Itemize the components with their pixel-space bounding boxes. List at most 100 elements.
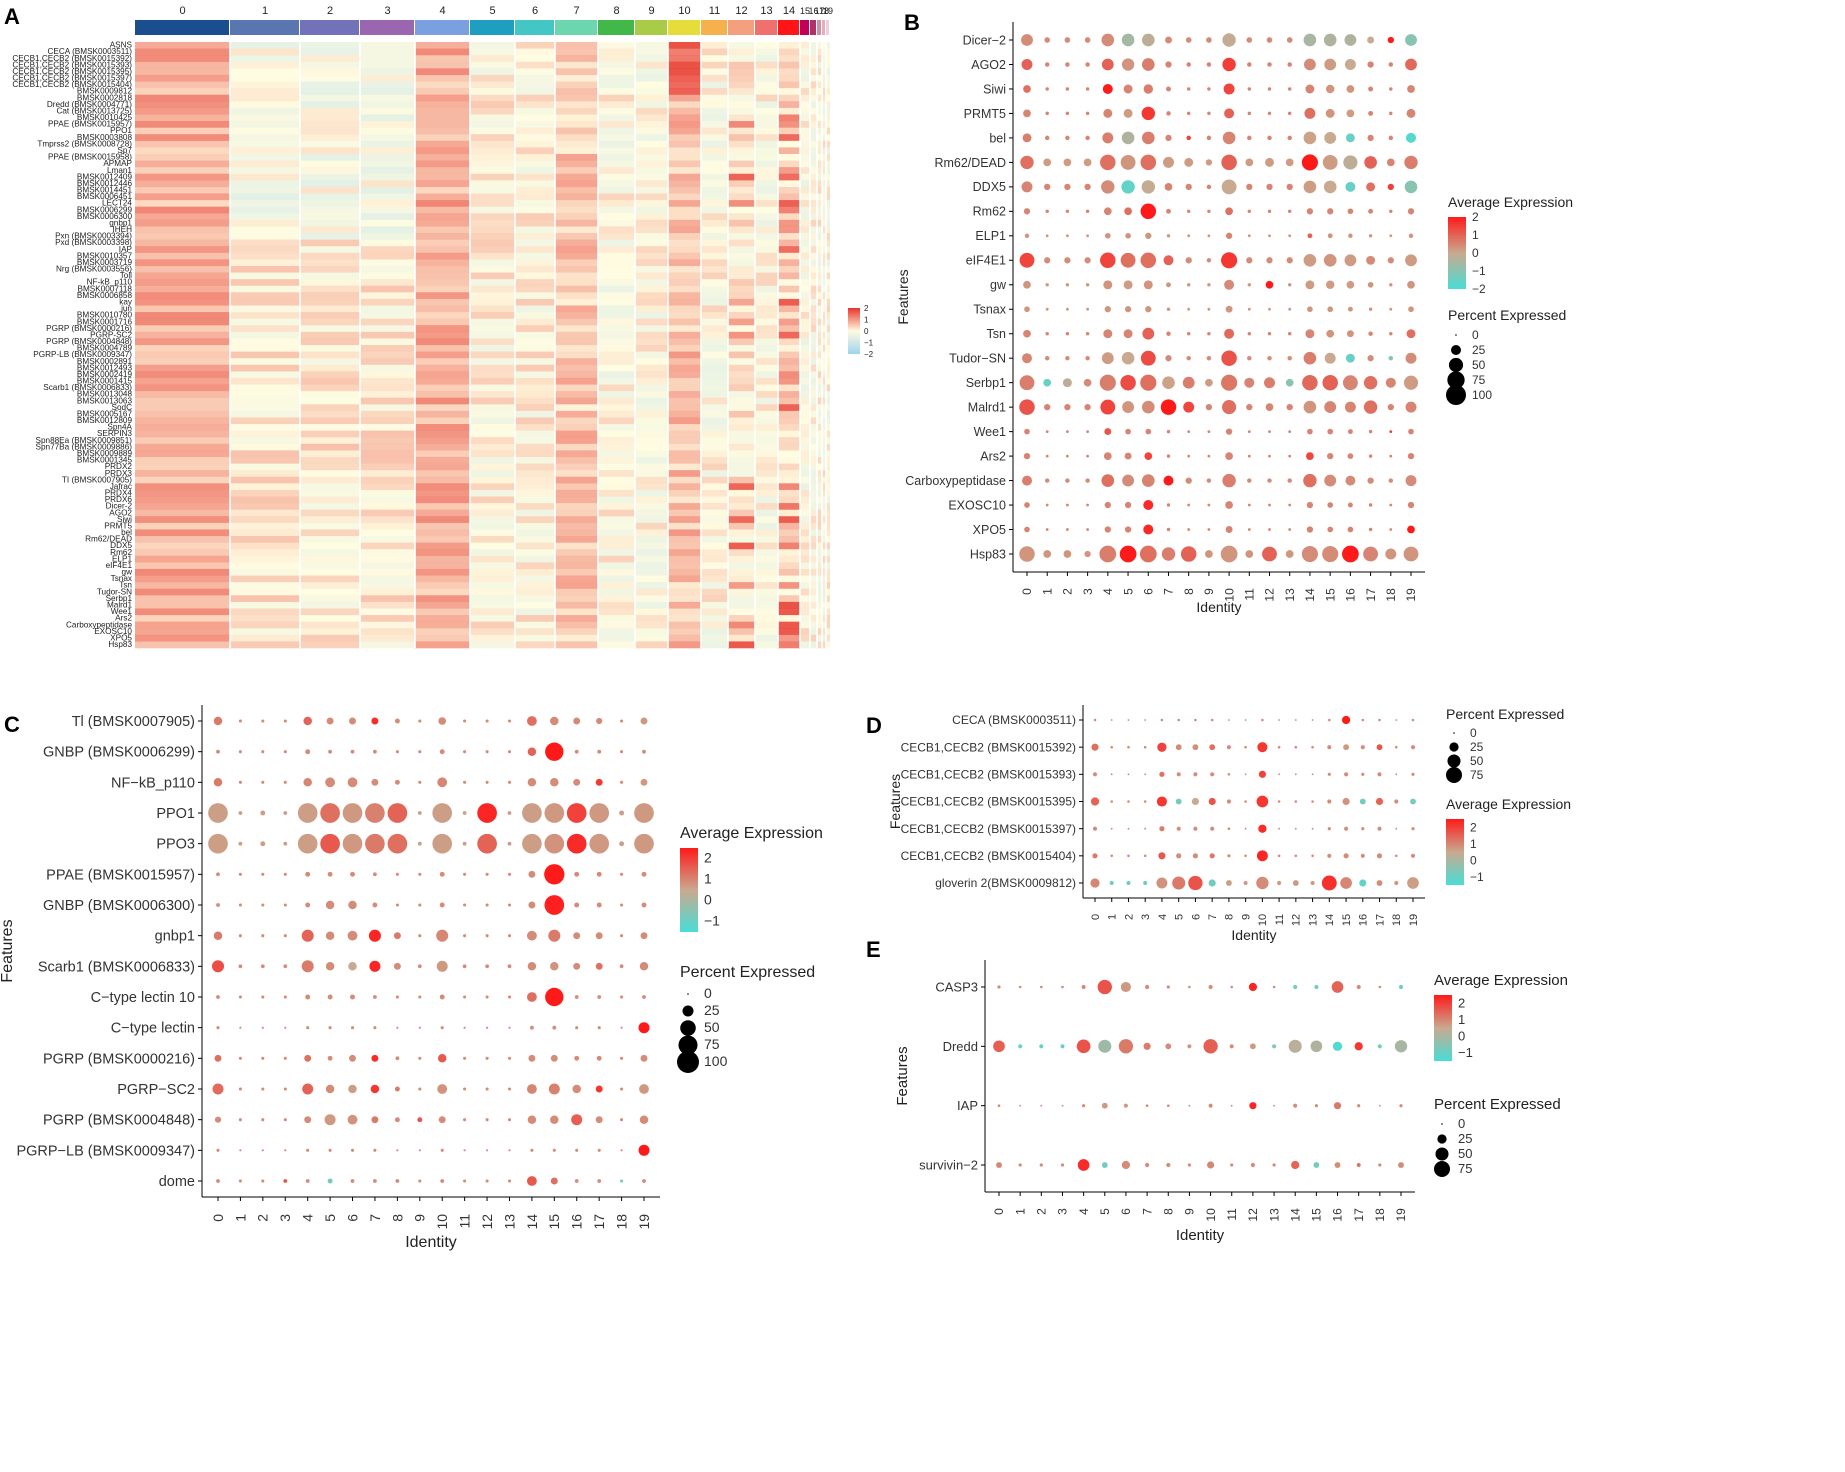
heatmap-cell	[800, 496, 810, 504]
dot-1-13	[1287, 62, 1292, 67]
heatmap-cell	[415, 101, 470, 109]
heatmap-cell	[810, 417, 817, 425]
heatmap-cell	[701, 127, 728, 135]
heatmap-cell	[701, 555, 728, 563]
heatmap-cell	[360, 509, 415, 517]
heatmap-cell	[810, 456, 817, 464]
heatmap-row-label: BMSK0006299	[77, 205, 133, 214]
dot-7-2	[261, 934, 265, 938]
heatmap-cell	[668, 628, 701, 636]
dot-3-10	[432, 803, 453, 823]
heatmap-cell	[415, 516, 470, 524]
heatmap-cell	[300, 476, 360, 484]
heatmap-cell	[470, 134, 515, 142]
size-legend-label: 50	[704, 1019, 720, 1035]
heatmap-cell	[817, 509, 822, 517]
color-legend-tick: 1	[1458, 1012, 1465, 1027]
heatmap-cell	[822, 318, 826, 326]
dot-19-8	[1187, 503, 1191, 507]
dot-21-10	[1220, 545, 1238, 563]
dot-4-17	[1377, 826, 1382, 831]
dot-10-10	[440, 1026, 444, 1030]
heatmap-cell	[800, 542, 810, 550]
heatmap-cell	[230, 114, 300, 122]
dot-21-6	[1139, 545, 1157, 563]
heatmap-cell	[822, 483, 826, 491]
heatmap-cell	[755, 364, 778, 372]
heatmap-cell	[415, 351, 470, 359]
heatmap-cell	[470, 298, 515, 306]
dot-2-5	[1176, 772, 1181, 777]
dot-0-3	[283, 719, 287, 723]
size-legend-label: 25	[1472, 343, 1486, 357]
heatmap-cell	[817, 318, 822, 326]
heatmap-cell	[728, 180, 755, 188]
heatmap-cell	[555, 305, 598, 313]
dot-14-12	[486, 1149, 489, 1152]
dot-2-19	[640, 778, 648, 786]
dot-10-7	[1166, 282, 1171, 288]
heatmap-cell	[230, 476, 300, 484]
size-legend-dot	[1435, 1147, 1449, 1161]
dot-9-15	[1323, 253, 1337, 267]
heatmap-cell	[635, 252, 668, 260]
dot-9-3	[1084, 257, 1091, 264]
heatmap-cell	[135, 542, 230, 550]
heatmap-cell	[668, 121, 701, 128]
dot-1-6	[1141, 58, 1155, 71]
dot-3-2	[1039, 1163, 1043, 1167]
heatmap-cell	[360, 312, 415, 319]
heatmap-cell	[822, 621, 826, 629]
heatmap-cell	[135, 74, 230, 82]
dot-3-10	[1207, 1161, 1215, 1169]
heatmap-cell	[555, 542, 598, 550]
dot-12-6	[348, 1084, 357, 1094]
dot-3-5	[1123, 108, 1133, 118]
heatmap-cell	[360, 476, 415, 484]
heatmap-cell	[635, 582, 668, 590]
heatmap-cell	[135, 555, 230, 563]
heatmap-cell	[300, 160, 360, 168]
dot-1-14	[1288, 1039, 1302, 1053]
heatmap-cell	[826, 219, 830, 227]
heatmap-cell	[515, 608, 555, 616]
color-legend-title: Average Expression	[1446, 796, 1571, 812]
dot-17-9	[1207, 454, 1211, 458]
heatmap-cell	[822, 233, 826, 240]
heatmap-cell	[360, 186, 415, 194]
heatmap-cell	[755, 42, 778, 49]
size-legend-label: 75	[704, 1036, 720, 1052]
heatmap-cell	[826, 180, 830, 188]
heatmap-cell	[810, 391, 817, 398]
heatmap-cell	[555, 193, 598, 201]
heatmap-cell	[598, 456, 635, 464]
dot-12-2	[261, 1087, 265, 1091]
heatmap-cell	[728, 483, 755, 491]
heatmap-cell	[728, 391, 755, 398]
dot-5-16	[1343, 155, 1358, 170]
heatmap-cell	[300, 628, 360, 636]
heatmap-row-label: gw	[122, 568, 133, 577]
heatmap-cell	[470, 61, 515, 69]
heatmap-cell	[701, 48, 728, 56]
dot-5-9	[1244, 854, 1247, 858]
heatmap-cell	[555, 219, 598, 227]
dot-18-4	[1101, 474, 1115, 487]
dot-8-0	[211, 960, 225, 973]
heatmap-cell	[598, 371, 635, 379]
dot-4-9	[1244, 827, 1247, 830]
cluster-divider	[359, 42, 361, 648]
heatmap-cell	[817, 450, 822, 458]
dot-8-10	[436, 960, 448, 972]
heatmap-cell	[755, 397, 778, 405]
heatmap-cell	[360, 615, 415, 622]
heatmap-cell	[300, 351, 360, 359]
dot-9-13	[507, 995, 512, 999]
heatmap-cell	[755, 140, 778, 148]
dot-3-13	[1287, 111, 1292, 116]
heatmap-cell	[701, 55, 728, 63]
dot-9-2	[1064, 257, 1071, 264]
heatmap-cell	[135, 285, 230, 293]
dot-3-15	[1342, 797, 1350, 806]
heatmap-cell	[800, 312, 810, 319]
